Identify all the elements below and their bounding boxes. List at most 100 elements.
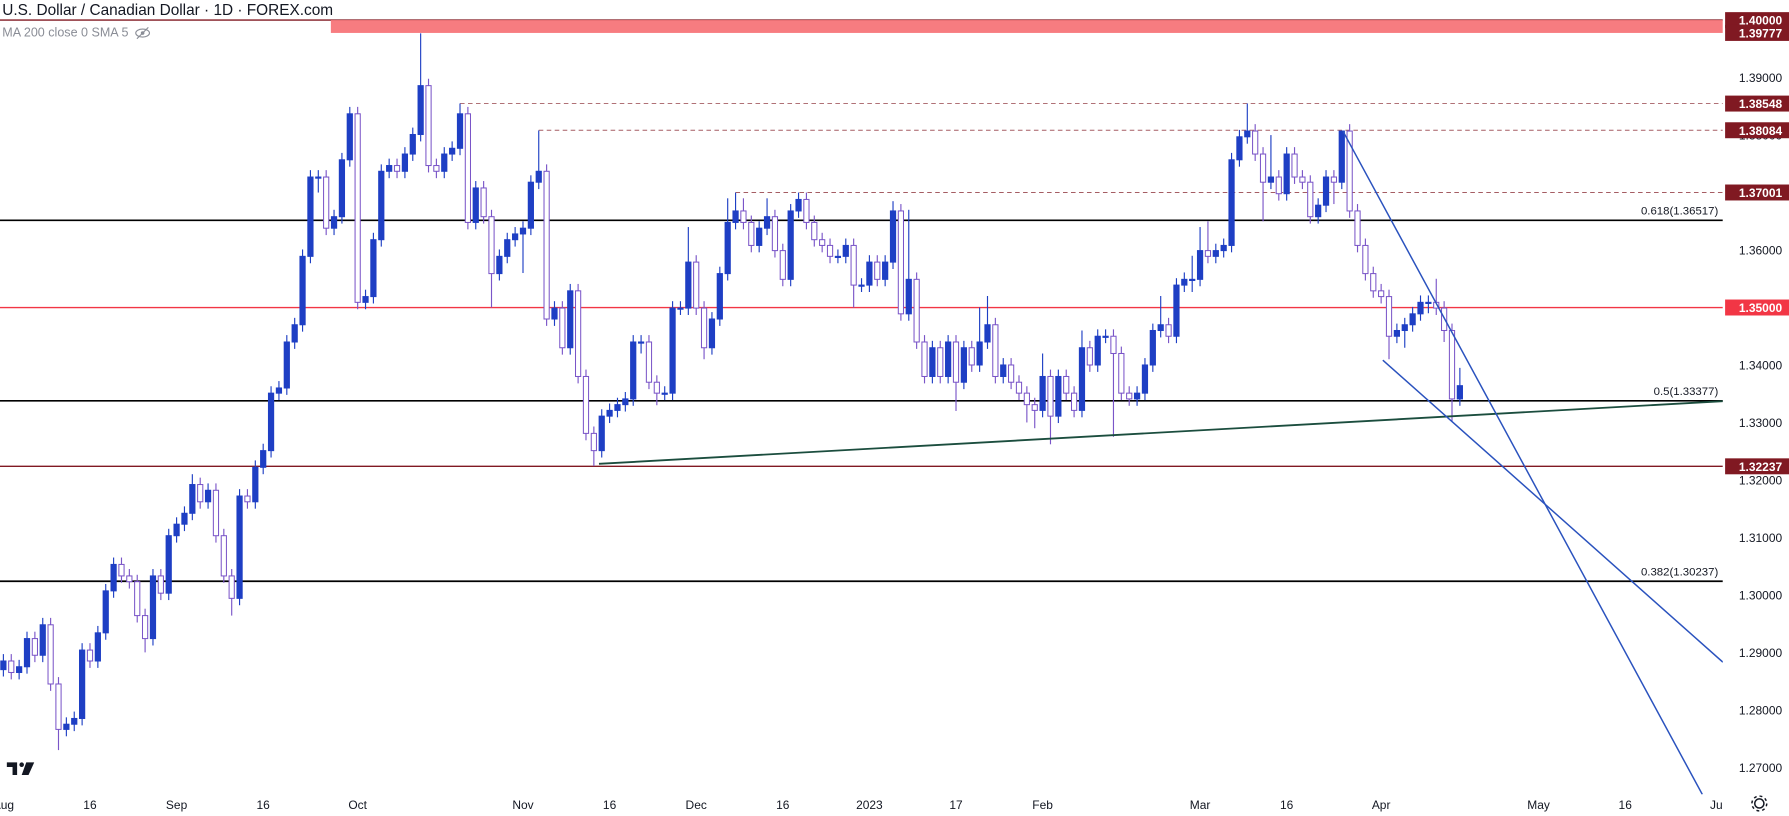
candle-body [134, 581, 141, 617]
price-badge-label: 1.38084 [1739, 124, 1783, 138]
candle-body [519, 227, 527, 235]
candle-body [39, 624, 46, 656]
trendlines [598, 130, 1723, 795]
candle-body [976, 341, 983, 366]
candle-body [0, 660, 7, 671]
y-tick-label: 1.36000 [1739, 244, 1783, 258]
candle-body [307, 176, 314, 257]
price-badge-label: 1.35000 [1739, 301, 1783, 315]
candle-body [622, 398, 629, 406]
candle-body [291, 324, 298, 343]
x-tick-label: Aug [0, 798, 14, 812]
candle-body [1425, 301, 1432, 304]
price-badge [1725, 12, 1789, 29]
candle-body [598, 415, 605, 452]
candle-body [685, 261, 692, 309]
candle-body [1141, 364, 1149, 394]
candle-body [937, 347, 944, 377]
candle-body [1110, 335, 1117, 355]
candle-body [16, 666, 23, 674]
candle-body [1204, 250, 1212, 257]
candle-body [1252, 130, 1259, 155]
candle-body [1385, 296, 1393, 337]
candle-body [1338, 130, 1345, 183]
candle-body [141, 615, 149, 640]
y-tick-label: 1.30000 [1739, 588, 1783, 602]
price-badge [1725, 458, 1789, 475]
candle-body [787, 210, 794, 280]
x-tick-label: 16 [83, 798, 97, 812]
candle-body [1448, 329, 1456, 400]
candle-body [1126, 392, 1133, 400]
candle-body [244, 495, 251, 503]
candle-body [1078, 347, 1086, 411]
settings-icon[interactable] [1751, 795, 1768, 812]
candle-body [228, 575, 235, 599]
candle-body [1330, 176, 1338, 183]
candle-body [23, 638, 31, 668]
candle-body [94, 632, 101, 662]
candle-body [1149, 329, 1156, 366]
candle-body [1291, 153, 1298, 178]
candle-body [1228, 159, 1235, 246]
candle-body [409, 133, 416, 155]
candle-body [1157, 324, 1164, 332]
candle-body [771, 216, 779, 252]
candle-body [858, 284, 865, 287]
candle-body [1244, 130, 1251, 138]
candle-body [748, 221, 755, 246]
x-tick-label: 2023 [856, 798, 883, 812]
candle-body [1378, 290, 1385, 298]
candle-body [488, 216, 495, 275]
candle-body [960, 347, 967, 383]
candle-body [1008, 364, 1015, 383]
candle-body [464, 113, 471, 223]
price-badge [1725, 299, 1789, 316]
x-tick-label: 16 [1280, 798, 1294, 812]
candle-body [614, 404, 621, 411]
candle-body [811, 221, 818, 241]
indicator-legend: MA 200 close 0 SMA 5 [2, 25, 128, 39]
candle-body [1409, 313, 1416, 326]
candles-layer [0, 33, 1463, 751]
candle-body [630, 341, 637, 400]
candle-body [1015, 381, 1023, 394]
price-badge [1725, 122, 1789, 139]
eye-icon[interactable] [135, 26, 151, 40]
candle-body [1393, 329, 1400, 337]
candle-body [260, 450, 267, 468]
fib-level-label: 0.5(1.33377) [1654, 386, 1719, 398]
candle-body [1055, 375, 1062, 417]
candle-body [866, 261, 873, 286]
candle-body [236, 495, 243, 599]
x-axis: Aug 16 Sep 16 Oct Nov 16 Dec 16 2023 17 Feb Mar 16 Apr… [0, 798, 1729, 812]
candle-body [1212, 250, 1219, 257]
candle-body [1063, 375, 1070, 394]
candle-body [952, 341, 960, 383]
resistance-trendline [1342, 130, 1703, 795]
x-tick-label: 16 [603, 798, 617, 812]
candle-body [535, 170, 542, 183]
candle-body [1000, 364, 1007, 377]
candle-body [71, 717, 78, 725]
candle-body [157, 575, 164, 594]
candle-body [354, 113, 361, 303]
candle-body [496, 255, 503, 275]
candle-body [795, 198, 802, 212]
candle-body [708, 318, 716, 349]
candle-body [984, 324, 991, 343]
candle-body [1354, 210, 1361, 246]
candle-body [559, 307, 566, 349]
candle-body [653, 381, 660, 394]
candle-body [441, 153, 448, 172]
x-tick-label: Jun [1710, 798, 1729, 812]
candle-body [850, 244, 857, 286]
tv-logo [6, 762, 35, 775]
candle-body [992, 324, 999, 377]
candle-body [1283, 153, 1290, 195]
chart-title: U.S. Dollar / Canadian Dollar · 1D · FOR… [2, 2, 333, 19]
candle-body [1181, 278, 1188, 286]
x-tick-label: Dec [686, 798, 707, 812]
x-tick-label: Mar [1190, 798, 1211, 812]
